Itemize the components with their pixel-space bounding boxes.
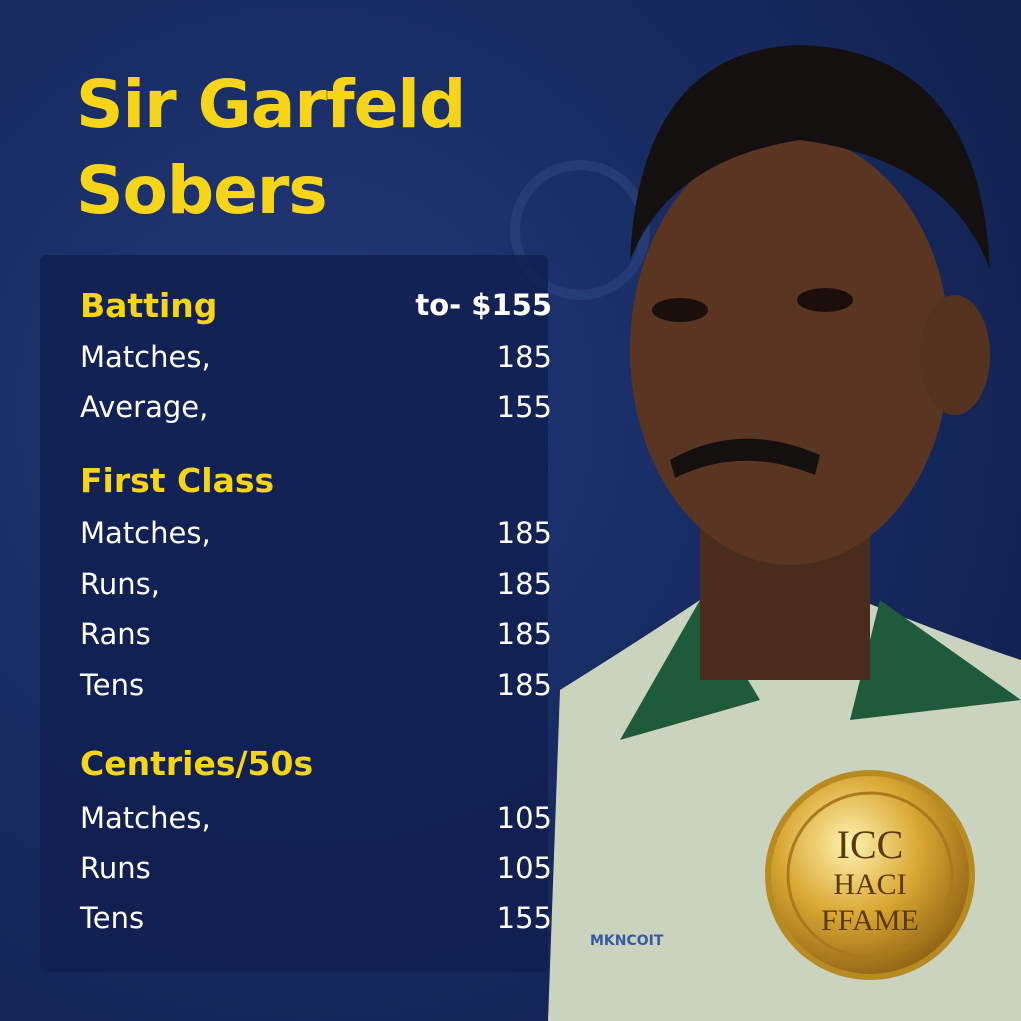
stat-label: Matches, bbox=[80, 340, 211, 374]
stat-value: 185 bbox=[496, 668, 552, 702]
stat-value: 105 bbox=[496, 801, 552, 835]
medal-line: ICC bbox=[837, 822, 904, 867]
title-line: Sobers bbox=[76, 152, 328, 229]
section-heading: Centries/50s bbox=[80, 741, 552, 785]
stat-row: Matches, 185 bbox=[80, 511, 552, 555]
section-heading: First Class bbox=[80, 458, 552, 502]
heading: First Class bbox=[80, 460, 275, 500]
stat-row: Matches, 185 bbox=[80, 335, 552, 379]
stat-value: 185 bbox=[496, 567, 552, 601]
stat-row: Average, 155 bbox=[80, 385, 552, 429]
heading: Batting bbox=[80, 285, 218, 325]
stat-row: Tens 155 bbox=[80, 896, 552, 940]
stat-label: Runs bbox=[80, 851, 151, 885]
stat-value: 155 bbox=[496, 901, 552, 935]
stat-value: 185 bbox=[496, 516, 552, 550]
stat-label: Matches, bbox=[80, 801, 211, 835]
stat-label: Tens bbox=[80, 668, 145, 702]
medal-text: ICC HACI FFAME bbox=[821, 822, 919, 937]
stat-label: Rans bbox=[80, 617, 151, 651]
stat-value: 155 bbox=[496, 390, 552, 424]
stat-row: Matches, 105 bbox=[80, 796, 552, 840]
heading: Centries/50s bbox=[80, 743, 314, 783]
stat-label: Average, bbox=[80, 390, 209, 424]
stats-panel: Batting to- $155 Matches, 185 Average, 155 Fir… bbox=[40, 255, 552, 972]
stat-label: Runs, bbox=[80, 567, 160, 601]
stat-label: Matches, bbox=[80, 516, 211, 550]
medal-line: FFAME bbox=[821, 904, 919, 937]
logo-text: MKNCOIT bbox=[590, 933, 664, 949]
stat-value: 185 bbox=[496, 340, 552, 374]
stat-label: Tens bbox=[80, 901, 145, 935]
stat-row: Runs, 185 bbox=[80, 562, 552, 606]
section-heading: Batting to- $155 bbox=[80, 283, 552, 327]
medal bbox=[765, 770, 975, 980]
title-line: Sir Garfeld bbox=[76, 66, 466, 143]
stat-value: 105 bbox=[496, 851, 552, 885]
stat-row: Runs 105 bbox=[80, 846, 552, 890]
stat-row: Rans 185 bbox=[80, 612, 552, 656]
medal-line: HACI bbox=[833, 868, 906, 901]
heading-value: to- $155 bbox=[415, 288, 552, 322]
stat-row: Tens 185 bbox=[80, 663, 552, 707]
stat-value: 185 bbox=[496, 617, 552, 651]
title: Sir Garfeld Sobers bbox=[76, 62, 466, 234]
